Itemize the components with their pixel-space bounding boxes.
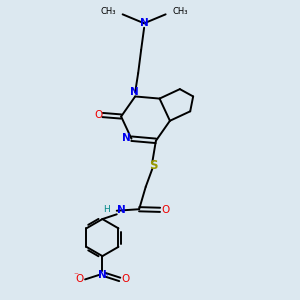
Text: O: O [76, 274, 84, 284]
Text: S: S [149, 159, 158, 172]
Text: N: N [140, 18, 148, 28]
Text: N: N [130, 87, 139, 97]
Text: N: N [122, 133, 130, 143]
Text: O: O [94, 110, 102, 120]
Text: O: O [161, 205, 169, 215]
Text: O: O [121, 274, 129, 284]
Text: CH₃: CH₃ [100, 7, 116, 16]
Text: ⁻: ⁻ [73, 271, 78, 280]
Text: H: H [103, 205, 110, 214]
Text: N: N [98, 270, 107, 280]
Text: N: N [117, 205, 125, 214]
Text: ⁺: ⁺ [104, 272, 108, 281]
Text: CH₃: CH₃ [172, 7, 188, 16]
